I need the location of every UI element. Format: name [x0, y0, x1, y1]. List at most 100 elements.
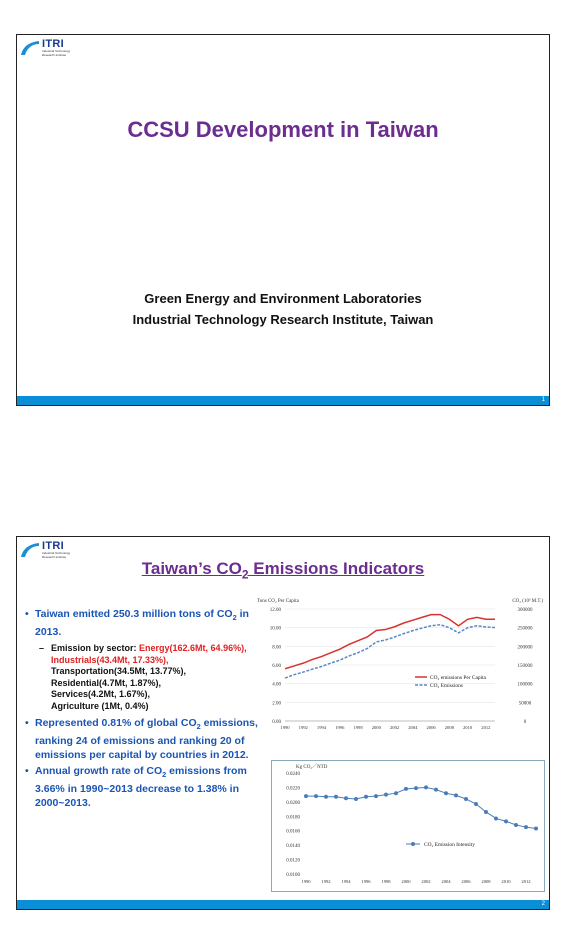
- intensity-chart-svg: Kg CO₂／NTD 0.0100 0.0120 0.0140 0.0160 0.0180…: [286, 764, 538, 884]
- b2-sub: 2: [196, 722, 201, 732]
- x-tick-label: 2004: [441, 879, 451, 884]
- data-point: [324, 794, 328, 799]
- x-tick-label: 2006: [461, 879, 471, 884]
- data-point: [384, 792, 388, 797]
- itri-logo: ITRI Industrial Technology Research Inst…: [20, 540, 90, 562]
- bullet-text: Annual growth rate of CO2 emissions from…: [35, 764, 265, 810]
- data-point: [344, 796, 348, 801]
- sector-text: Emission by sector: Energy(162.6Mt, 64.9…: [51, 643, 265, 712]
- data-point: [454, 793, 458, 798]
- x-tick-label: 1992: [299, 725, 309, 730]
- x-tick-label: 2012: [481, 725, 491, 730]
- sector-label: Emission by sector:: [51, 643, 140, 654]
- y-tick-right: 200000: [518, 645, 534, 650]
- x-tick-label: 1998: [381, 879, 391, 884]
- y-tick-right: 50000: [519, 701, 532, 706]
- bullet-list: • Taiwan emitted 250.3 million tons of C…: [25, 607, 265, 812]
- y-tick: 0.0240: [286, 772, 300, 777]
- b1-post: in 2013.: [35, 608, 249, 639]
- intensity-line: [306, 786, 537, 830]
- bullet-text: Represented 0.81% of global CO2 emission…: [35, 716, 265, 762]
- data-point: [354, 796, 358, 801]
- legend-marker: [411, 842, 415, 846]
- slide-title: Taiwan’s CO2 Emissions Indicators: [17, 559, 549, 581]
- data-point: [484, 809, 488, 814]
- y-tick: 0.0140: [286, 844, 300, 849]
- slide-subtitle: Green Energy and Environment Laboratorie…: [17, 288, 549, 330]
- x-tick-label: 2010: [463, 725, 473, 730]
- title-text-pre: Taiwan’s CO: [141, 559, 242, 578]
- y-axis-right-label: CO₂ (10³ M.T.): [512, 598, 543, 604]
- data-point: [314, 794, 318, 799]
- b2-pre: Represented 0.81% of global CO: [35, 717, 197, 730]
- bullet-dot-icon: •: [25, 765, 29, 778]
- y-tick: 0.0220: [286, 786, 300, 791]
- itri-logo: ITRI Industrial Technology Research Inst…: [20, 38, 90, 60]
- footer-bar: 2: [17, 900, 549, 909]
- x-tick-label: 1996: [335, 725, 345, 730]
- y-tick: 0.0160: [286, 830, 300, 835]
- x-tick-label: 2000: [372, 725, 382, 730]
- x-tick-label: 2010: [501, 879, 511, 884]
- bullet-dot-icon: •: [25, 717, 29, 730]
- data-point: [524, 825, 528, 830]
- emission-intensity-chart: Kg CO₂／NTD 0.0100 0.0120 0.0140 0.0160 0.0180…: [271, 760, 545, 892]
- org-line-1: Green Energy and Environment Laboratorie…: [144, 291, 422, 306]
- x-tick-label: 2008: [445, 725, 455, 730]
- org-line-2: Industrial Technology Research Institute…: [132, 312, 434, 327]
- logo-name: ITRI: [42, 540, 64, 552]
- data-point: [374, 794, 378, 799]
- bullet-emissions-total: • Taiwan emitted 250.3 million tons of C…: [25, 607, 265, 639]
- y-tick-left: 0.00: [272, 720, 281, 725]
- x-tick-label: 1992: [321, 879, 331, 884]
- footer-bar: 1: [17, 396, 549, 405]
- per-capita-chart-svg: Tons CO₂ Per Capita CO₂ (10³ M.T.) 0.00 2.0…: [257, 598, 543, 730]
- page-number: 1: [541, 397, 545, 403]
- y-tick: 0.0120: [286, 859, 300, 864]
- legend-label: CO₂ Emission Intensity: [424, 842, 475, 848]
- data-point: [504, 819, 508, 824]
- y-tick: 0.0200: [286, 801, 300, 806]
- sector-highlight: Energy(162.6Mt, 64.96%), Industrials(43.…: [51, 643, 247, 665]
- b2-post: emissions, ranking 24 of emissions and r…: [35, 717, 258, 762]
- logo-subtitle: Industrial Technology Research Institute: [42, 551, 71, 559]
- data-point: [514, 822, 518, 827]
- b1-sub: 2: [232, 613, 237, 623]
- series-line-0: [284, 613, 495, 670]
- x-tick-label: 2004: [408, 725, 418, 730]
- y-tick-right: 0: [524, 720, 527, 725]
- b3-pre: Annual growth rate of CO: [35, 765, 163, 778]
- x-tick-label: 1996: [361, 879, 371, 884]
- bullet-growth-rate: • Annual growth rate of CO2 emissions fr…: [25, 764, 265, 810]
- x-tick-label: 2002: [390, 725, 400, 730]
- itri-swoosh-icon: [21, 41, 39, 55]
- data-point: [434, 787, 438, 792]
- data-point: [414, 786, 418, 791]
- data-point: [334, 794, 338, 799]
- bullet-text: Taiwan emitted 250.3 million tons of CO2…: [35, 607, 265, 639]
- y-tick-left: 2.00: [272, 701, 281, 706]
- x-tick-label: 2006: [426, 725, 436, 730]
- slide-1: ITRI Industrial Technology Research Inst…: [16, 34, 550, 406]
- x-tick-label: 1998: [353, 725, 363, 730]
- data-point: [404, 786, 408, 791]
- slide-2: ITRI Industrial Technology Research Inst…: [16, 536, 550, 910]
- logo-subtitle: Industrial Technology Research Institute: [42, 49, 71, 57]
- y-tick-left: 10.00: [270, 627, 282, 632]
- bullet-global-share: • Represented 0.81% of global CO2 emissi…: [25, 716, 265, 762]
- data-point: [474, 802, 478, 807]
- dash-icon: –: [39, 643, 45, 654]
- sector-residential: Residential(4.7Mt, 1.87%),: [51, 677, 162, 688]
- data-point: [534, 826, 538, 831]
- data-point: [304, 794, 308, 799]
- sector-agriculture: Agriculture (1Mt, 0.4%): [51, 700, 149, 711]
- x-tick-label: 1990: [280, 725, 290, 730]
- sub-bullet-sectors: – Emission by sector: Energy(162.6Mt, 64…: [39, 643, 265, 712]
- data-point: [444, 791, 448, 796]
- x-tick-label: 2002: [421, 879, 431, 884]
- y-tick-right: 100000: [518, 683, 534, 688]
- y-tick-right: 300000: [518, 608, 534, 613]
- y-tick-right: 250000: [518, 627, 534, 632]
- x-tick-label: 2000: [401, 879, 411, 884]
- page-number: 2: [541, 901, 545, 907]
